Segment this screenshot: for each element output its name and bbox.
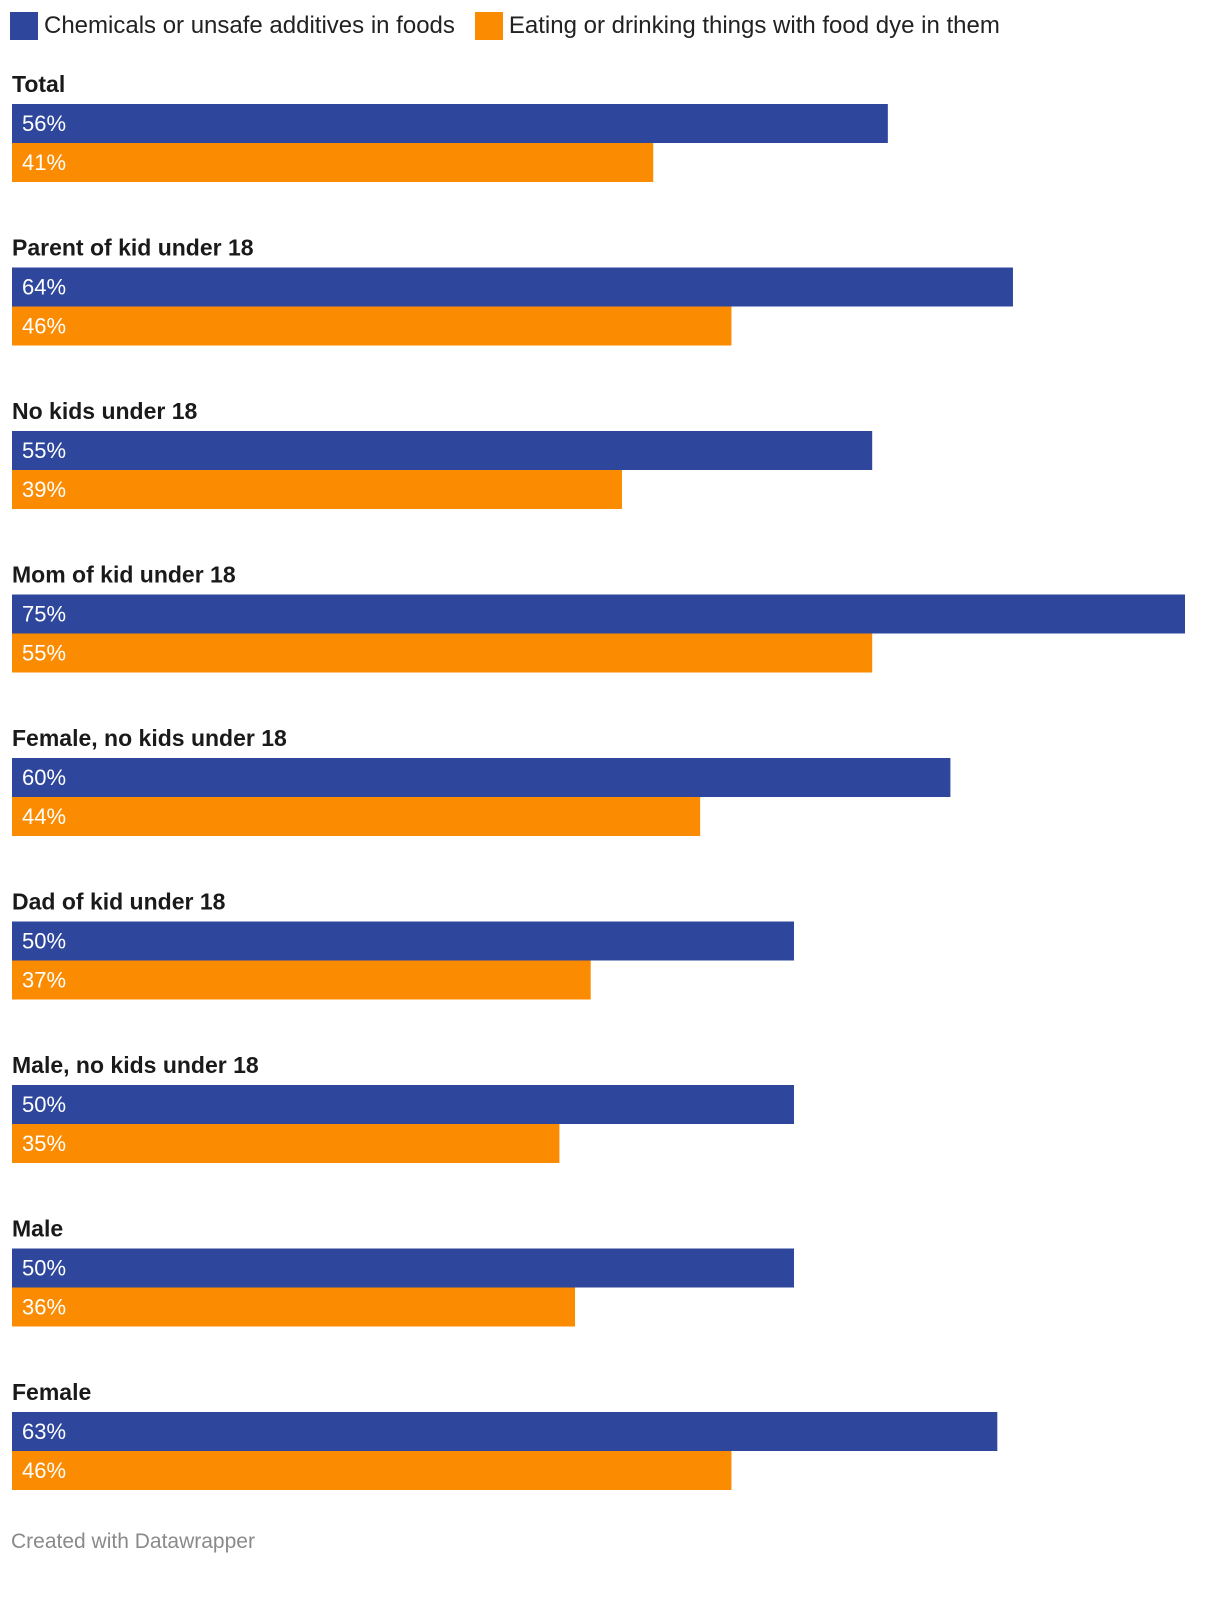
legend-item-series-1: Chemicals or unsafe additives in foods (10, 12, 455, 40)
legend-swatch-series-2 (474, 12, 503, 40)
bar-value-label: 50% (22, 1256, 66, 1281)
bar-value-label: 60% (22, 765, 66, 790)
bar-series-2 (12, 306, 732, 346)
bar-value-label: 36% (22, 1295, 66, 1320)
bar-value-label: 37% (22, 968, 66, 993)
bar-value-label: 64% (22, 275, 66, 300)
category-label: Mom of kid under 18 (12, 562, 236, 588)
bar-series-1 (12, 1412, 998, 1451)
category-label: Male, no kids under 18 (12, 1052, 259, 1078)
bar-series-2 (12, 1287, 576, 1327)
bar-series-1 (12, 104, 888, 143)
bar-series-1 (12, 267, 1013, 307)
bar-value-label: 50% (22, 929, 66, 954)
bar-value-label: 44% (22, 804, 66, 829)
chart-legend: Chemicals or unsafe additives in foods E… (10, 12, 1020, 40)
bar-series-2 (12, 143, 654, 182)
bar-series-2 (12, 797, 701, 836)
category-label: Dad of kid under 18 (12, 889, 226, 915)
category-label: No kids under 18 (12, 398, 198, 424)
bar-value-label: 55% (22, 438, 66, 463)
bar-value-label: 39% (22, 477, 66, 502)
category-label: Female (12, 1379, 91, 1405)
bar-series-1 (12, 921, 794, 961)
bar-value-label: 50% (22, 1092, 66, 1117)
bar-series-2 (12, 470, 622, 509)
bar-series-1 (12, 1248, 794, 1288)
bar-value-label: 56% (22, 111, 66, 136)
bar-series-1 (12, 431, 873, 470)
legend-label-series-1: Chemicals or unsafe additives in foods (44, 12, 455, 39)
bar-value-label: 46% (22, 1458, 66, 1483)
category-label: Female, no kids under 18 (12, 725, 287, 751)
bar-value-label: 63% (22, 1419, 66, 1444)
bar-series-2 (12, 633, 873, 673)
bar-series-2 (12, 1124, 560, 1163)
category-label: Male (12, 1216, 63, 1242)
chart-footer-credit: Created with Datawrapper (11, 1530, 255, 1553)
bar-series-1 (12, 1085, 794, 1124)
bar-value-label: 55% (22, 641, 66, 666)
bar-series-1 (12, 758, 951, 797)
bar-value-label: 46% (22, 314, 66, 339)
bar-value-label: 41% (22, 150, 66, 175)
category-label: Parent of kid under 18 (12, 235, 254, 261)
legend-label-series-2: Eating or drinking things with food dye … (508, 12, 1000, 39)
bar-value-label: 75% (22, 602, 66, 627)
legend-item-series-2: Eating or drinking things with food dye … (474, 12, 1000, 40)
bar-series-1 (12, 594, 1185, 634)
legend-swatch-series-1 (10, 12, 38, 40)
bar-series-2 (12, 960, 591, 1000)
category-label: Total (12, 71, 65, 97)
bar-series-2 (12, 1451, 732, 1490)
bar-value-label: 35% (22, 1131, 66, 1156)
